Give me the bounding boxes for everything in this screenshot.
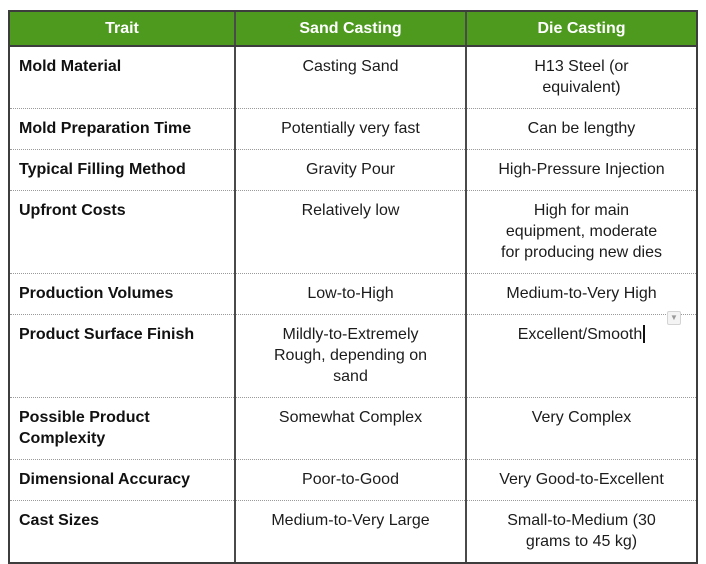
sand-casting-cell[interactable]: Poor-to-Good [234,459,466,501]
die-casting-cell[interactable]: Very Good-to-Excellent [465,459,696,501]
trait-cell[interactable]: Upfront Costs [10,190,235,274]
trait-label: Typical Filling Method [19,161,186,178]
die-casting-cell[interactable]: Medium-to-Very High [465,273,696,315]
trait-cell[interactable]: Dimensional Accuracy [10,459,235,501]
die-casting-cell[interactable]: High for main equipment, moderate for pr… [465,190,696,274]
sand-casting-value: Casting Sand [302,58,399,75]
die-casting-cell[interactable]: Can be lengthy [465,108,696,150]
table-row: Possible Product Complexity Somewhat Com… [10,397,696,460]
table-row: Dimensional Accuracy Poor-to-Good Very G… [10,459,696,501]
trait-label: Possible Product Complexity [19,409,150,447]
trait-label: Cast Sizes [19,512,100,529]
die-casting-value: Very Complex [531,409,632,426]
sand-casting-cell[interactable]: Somewhat Complex [234,397,466,460]
dropdown-arrow-button[interactable]: ▼ [667,311,681,325]
sand-casting-cell[interactable]: Mildly-to-Extremely Rough, depending on … [234,314,466,398]
header-cell-sand-casting[interactable]: Sand Casting [234,12,466,47]
comparison-table-container: Trait Sand Casting Die Casting Mold Mate… [8,10,698,564]
die-casting-value: Medium-to-Very High [506,285,657,302]
die-casting-value: Very Good-to-Excellent [499,471,664,488]
table-row: Upfront Costs Relatively low High for ma… [10,190,696,274]
trait-cell[interactable]: Mold Preparation Time [10,108,235,150]
sand-casting-value: Low-to-High [307,285,394,302]
table-row: Product Surface Finish Mildly-to-Extreme… [10,314,696,398]
text-cursor [643,325,646,343]
header-cell-trait[interactable]: Trait [10,12,235,47]
die-casting-value: H13 Steel (or equivalent) [534,58,629,96]
table-body: Mold Material Casting Sand H13 Steel (or… [10,46,696,562]
table-row: Production Volumes Low-to-High Medium-to… [10,273,696,315]
trait-cell[interactable]: Typical Filling Method [10,149,235,191]
table-header-row: Trait Sand Casting Die Casting [10,12,696,47]
trait-label: Dimensional Accuracy [19,471,191,488]
sand-casting-value: Somewhat Complex [278,409,423,426]
chevron-down-icon: ▼ [670,313,678,322]
die-casting-cell[interactable]: High-Pressure Injection [465,149,696,191]
table-row: Mold Preparation Time Potentially very f… [10,108,696,150]
sand-casting-value: Medium-to-Very Large [271,512,430,529]
die-casting-cell[interactable]: Small-to-Medium (30 grams to 45 kg) [465,500,696,562]
die-casting-cell[interactable]: Very Complex [465,397,696,460]
sand-casting-cell[interactable]: Gravity Pour [234,149,466,191]
sand-casting-cell[interactable]: Low-to-High [234,273,466,315]
die-casting-cell[interactable]: Excellent/Smooth [465,314,696,398]
sand-casting-value: Mildly-to-Extremely Rough, depending on … [273,326,428,385]
sand-casting-cell[interactable]: Potentially very fast [234,108,466,150]
table-row: Typical Filling Method Gravity Pour High… [10,149,696,191]
sand-casting-value: Potentially very fast [281,120,420,137]
sand-casting-value: Gravity Pour [306,161,395,178]
die-casting-value: High-Pressure Injection [498,161,665,178]
sand-casting-value: Relatively low [301,202,400,219]
comparison-table: Trait Sand Casting Die Casting Mold Mate… [10,12,696,562]
trait-cell[interactable]: Mold Material [10,46,235,109]
trait-cell[interactable]: Product Surface Finish [10,314,235,398]
sand-casting-cell[interactable]: Casting Sand [234,46,466,109]
header-cell-die-casting[interactable]: Die Casting [465,12,696,47]
sand-casting-cell[interactable]: Medium-to-Very Large [234,500,466,562]
trait-cell[interactable]: Production Volumes [10,273,235,315]
die-casting-value: High for main equipment, moderate for pr… [501,202,662,261]
trait-label: Mold Preparation Time [19,120,192,137]
sand-casting-value: Poor-to-Good [302,471,399,488]
trait-cell[interactable]: Possible Product Complexity [10,397,235,460]
die-casting-cell[interactable]: H13 Steel (or equivalent) [465,46,696,109]
trait-label: Mold Material [19,58,122,75]
trait-label: Production Volumes [19,285,174,302]
sand-casting-cell[interactable]: Relatively low [234,190,466,274]
table-row: Mold Material Casting Sand H13 Steel (or… [10,46,696,109]
die-casting-value: Excellent/Smooth [517,326,643,343]
trait-cell[interactable]: Cast Sizes [10,500,235,562]
table-row: Cast Sizes Medium-to-Very Large Small-to… [10,500,696,562]
trait-label: Product Surface Finish [19,326,195,343]
die-casting-value: Small-to-Medium (30 grams to 45 kg) [507,512,656,550]
trait-label: Upfront Costs [19,202,126,219]
die-casting-value: Can be lengthy [527,120,636,137]
